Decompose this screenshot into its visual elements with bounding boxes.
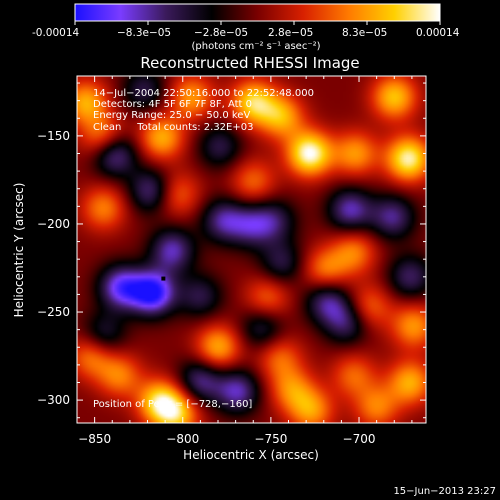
plot-frame	[76, 75, 427, 424]
peak-marker	[161, 276, 166, 281]
energy-range-text: Energy Range: 25.0 − 50.0 keV	[93, 110, 250, 121]
x-tick-label: −800	[166, 432, 199, 446]
clean-counts-text: Clean Total counts: 2.32E+03	[93, 122, 253, 133]
time-range-text: 14−Jul−2004 22:50:16.000 to 22:52:48.000	[93, 88, 314, 99]
colorbar-tick-label: −8.3e−05	[117, 27, 171, 39]
x-axis-title: Heliocentric X (arcsec)	[183, 448, 319, 462]
colorbar: -0.00014 −8.3e−05 −2.8e−05 2.8e−05 8.3e−…	[32, 3, 460, 52]
peak-position-text: Position of Peak = [−728,−160]	[93, 399, 252, 410]
generated-timestamp: 15−Jun−2013 23:27	[393, 486, 496, 497]
y-axis-title: Heliocentric Y (arcsec)	[12, 183, 26, 318]
colorbar-tick-label: 8.3e−05	[342, 27, 387, 39]
x-tick-label: −850	[78, 432, 111, 446]
y-tick-label: −200	[37, 217, 70, 231]
chart-title: Reconstructed RHESSI Image	[140, 54, 359, 72]
plot-area	[76, 75, 427, 424]
observation-info: 14−Jul−2004 22:50:16.000 to 22:52:48.000…	[93, 88, 314, 133]
colorbar-tick-label: −2.8e−05	[194, 27, 248, 39]
colorbar-tick-label: 0.00014	[416, 27, 460, 39]
detectors-text: Detectors: 4F 5F 6F 7F 8F, Att 0	[93, 99, 252, 110]
colorbar-tick-label: 2.8e−05	[268, 27, 313, 39]
y-tick-label: −250	[37, 305, 70, 319]
x-tick-label: −700	[343, 432, 376, 446]
colorbar-tick-label: -0.00014	[32, 27, 80, 39]
colorbar-units: (photons cm⁻² s⁻¹ asec⁻²)	[191, 41, 320, 52]
x-tick-label: −750	[254, 432, 287, 446]
y-tick-label: −300	[37, 393, 70, 407]
y-tick-label: −150	[37, 129, 70, 143]
heatmap-image	[77, 76, 426, 423]
colorbar-gradient	[74, 3, 441, 22]
